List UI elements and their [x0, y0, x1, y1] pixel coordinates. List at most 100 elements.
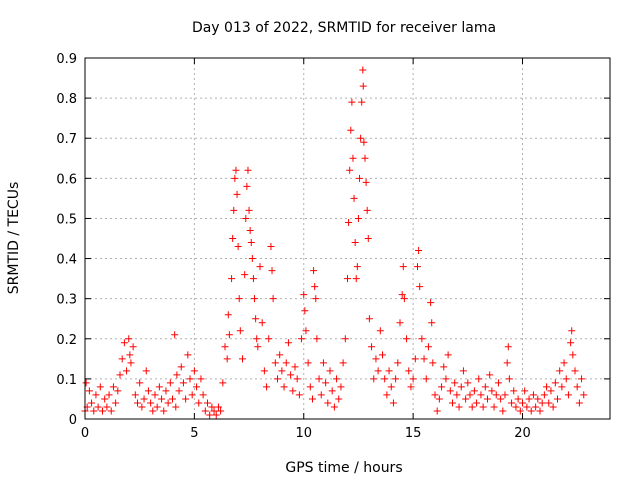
data-point: [289, 387, 297, 395]
data-point: [195, 399, 203, 407]
data-point: [217, 407, 225, 415]
data-point: [201, 407, 209, 415]
data-point: [547, 387, 555, 395]
data-point: [253, 335, 261, 343]
data-point: [337, 383, 345, 391]
x-tick-label: 20: [514, 426, 531, 441]
data-point: [446, 387, 454, 395]
data-point: [411, 355, 419, 363]
data-point: [280, 383, 288, 391]
data-point: [453, 391, 461, 399]
data-point: [166, 379, 174, 387]
data-point: [415, 247, 423, 255]
x-axis-label: GPS time / hours: [285, 460, 402, 476]
data-point: [346, 166, 354, 174]
data-point: [455, 403, 463, 411]
data-point: [376, 327, 384, 335]
data-point: [381, 375, 389, 383]
data-point: [112, 399, 120, 407]
data-point: [258, 319, 266, 327]
data-point: [107, 407, 115, 415]
data-point: [358, 98, 366, 106]
data-point: [149, 407, 157, 415]
data-point: [224, 311, 232, 319]
data-point: [225, 331, 233, 339]
data-point: [241, 271, 249, 279]
data-point: [188, 391, 196, 399]
data-point: [567, 339, 575, 347]
data-point: [260, 367, 268, 375]
data-point: [171, 331, 179, 339]
data-point: [389, 399, 397, 407]
data-point: [322, 379, 330, 387]
data-point: [512, 403, 520, 411]
data-point: [464, 379, 472, 387]
data-point: [235, 295, 243, 303]
data-point: [473, 399, 481, 407]
y-tick-label: 0.5: [56, 212, 77, 227]
data-point: [352, 275, 360, 283]
data-point: [538, 399, 546, 407]
data-point: [484, 395, 491, 403]
data-point: [254, 343, 262, 351]
data-point: [142, 367, 150, 375]
data-point: [129, 343, 137, 351]
data-point: [160, 407, 168, 415]
data-point: [490, 403, 498, 411]
data-point: [365, 315, 373, 323]
data-point: [399, 263, 407, 271]
data-point: [523, 403, 531, 411]
data-point: [562, 375, 570, 383]
data-point: [162, 387, 170, 395]
plot-frame: [84, 57, 611, 420]
data-point: [140, 395, 148, 403]
data-point: [312, 295, 320, 303]
data-point: [477, 391, 485, 399]
data-point: [304, 359, 312, 367]
data-point: [361, 154, 369, 162]
data-point: [131, 391, 139, 399]
data-point: [310, 267, 318, 275]
data-point: [575, 399, 583, 407]
data-point: [519, 399, 526, 407]
data-point: [274, 375, 281, 383]
data-point: [229, 235, 237, 242]
data-point: [459, 367, 467, 375]
data-point: [529, 391, 537, 399]
data-point: [276, 351, 284, 359]
data-point: [82, 379, 90, 387]
data-point: [556, 367, 564, 375]
data-point: [223, 355, 231, 363]
data-point: [347, 126, 355, 134]
data-point: [492, 391, 500, 399]
data-point: [233, 190, 241, 198]
y-tick-label: 0.1: [56, 373, 77, 388]
data-point: [420, 355, 428, 363]
data-point: [418, 335, 426, 343]
data-point: [374, 367, 382, 375]
data-point: [549, 403, 557, 411]
data-point: [239, 355, 246, 363]
data-point: [298, 335, 306, 343]
data-point: [580, 391, 588, 399]
data-point: [398, 291, 406, 299]
data-point: [508, 399, 516, 407]
data-point: [214, 403, 222, 411]
data-point: [424, 343, 432, 351]
data-point: [138, 403, 146, 411]
data-point: [268, 267, 276, 275]
y-tick-label: 0.6: [56, 172, 77, 187]
data-point: [501, 391, 509, 399]
data-point: [368, 343, 376, 351]
data-point: [534, 395, 542, 403]
data-point: [341, 335, 349, 343]
data-point: [127, 359, 135, 367]
data-point: [330, 403, 338, 411]
data-point: [363, 206, 371, 214]
data-point: [571, 367, 579, 375]
data-point: [440, 363, 448, 371]
y-tick-label: 0.2: [56, 333, 77, 348]
data-point: [118, 355, 126, 363]
data-point: [385, 367, 393, 375]
